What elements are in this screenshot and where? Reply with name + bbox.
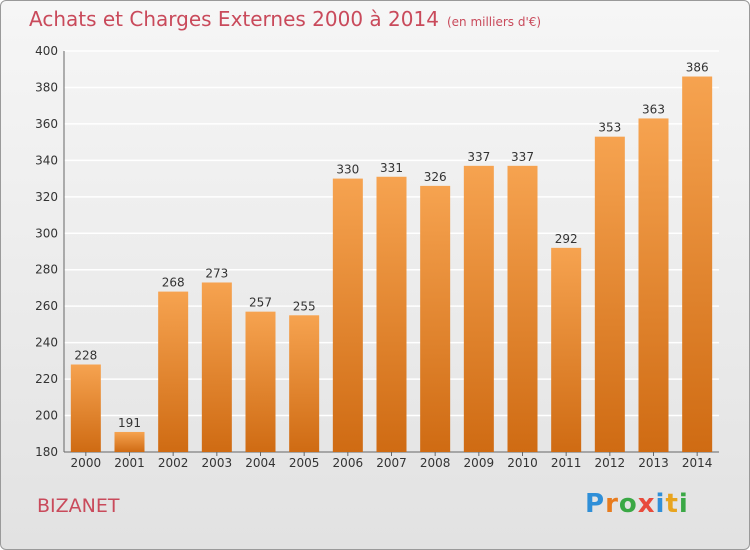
chart-title: Achats et Charges Externes 2000 à 2014 (e… — [29, 7, 541, 31]
logo-letter: i — [655, 489, 666, 519]
x-tick-label: 2001 — [114, 456, 145, 470]
data-label: 191 — [118, 416, 141, 430]
logo-letter: t — [665, 489, 679, 519]
y-tick-label: 260 — [35, 299, 58, 313]
bar — [507, 165, 538, 452]
y-tick-label: 340 — [35, 153, 58, 167]
data-label: 273 — [205, 266, 228, 280]
y-tick-label: 220 — [35, 372, 58, 386]
data-label: 292 — [555, 232, 578, 246]
proxiti-logo: Proxiti — [585, 489, 689, 519]
x-tick-label: 2000 — [71, 456, 102, 470]
bar — [201, 282, 232, 452]
bar — [114, 431, 145, 452]
bar — [682, 76, 713, 452]
data-label: 268 — [162, 276, 185, 290]
y-tick-label: 320 — [35, 190, 58, 204]
x-tick-label: 2004 — [245, 456, 276, 470]
bar — [463, 165, 494, 452]
x-tick-label: 2009 — [464, 456, 495, 470]
data-label: 331 — [380, 161, 403, 175]
commune-name: BIZANET — [37, 495, 120, 517]
y-tick-label: 200 — [35, 409, 58, 423]
logo-letter: x — [637, 489, 656, 519]
data-label: 337 — [467, 150, 490, 164]
data-label: 330 — [336, 163, 359, 177]
y-tick-label: 240 — [35, 336, 58, 350]
chart-unit: (en milliers d'€) — [446, 15, 542, 29]
logo-letter: r — [605, 489, 619, 519]
data-label: 386 — [686, 61, 709, 75]
x-tick-label: 2013 — [638, 456, 669, 470]
y-tick-label: 180 — [35, 445, 58, 459]
data-label: 257 — [249, 296, 272, 310]
y-tick-label: 280 — [35, 263, 58, 277]
bar — [594, 136, 625, 452]
x-tick-label: 2012 — [595, 456, 626, 470]
x-tick-label: 2002 — [158, 456, 189, 470]
data-label: 255 — [293, 299, 316, 313]
data-label: 337 — [511, 150, 534, 164]
chart-title-text: Achats et Charges Externes 2000 à 2014 — [29, 7, 439, 31]
x-tick-label: 2010 — [507, 456, 538, 470]
data-label: 353 — [598, 121, 621, 135]
bar — [376, 176, 407, 452]
bar — [289, 315, 320, 452]
logo-letter: i — [678, 489, 689, 519]
x-tick-label: 2003 — [202, 456, 233, 470]
bar — [551, 247, 582, 452]
y-tick-label: 380 — [35, 80, 58, 94]
x-tick-label: 2006 — [333, 456, 364, 470]
x-tick-label: 2007 — [376, 456, 407, 470]
y-tick-label: 300 — [35, 226, 58, 240]
data-label: 228 — [74, 349, 97, 363]
x-tick-label: 2008 — [420, 456, 451, 470]
y-tick-label: 400 — [35, 44, 58, 58]
logo-letter: o — [618, 489, 638, 519]
bar — [420, 185, 451, 452]
bar — [245, 311, 276, 452]
logo-letter: P — [585, 489, 606, 519]
x-tick-label: 2005 — [289, 456, 320, 470]
data-label: 363 — [642, 102, 665, 116]
y-tick-label: 360 — [35, 117, 58, 131]
bar — [158, 291, 189, 452]
bar — [332, 178, 363, 452]
bar — [638, 118, 669, 452]
x-tick-label: 2011 — [551, 456, 582, 470]
x-tick-label: 2014 — [682, 456, 713, 470]
bar — [70, 364, 101, 452]
data-label: 326 — [424, 170, 447, 184]
